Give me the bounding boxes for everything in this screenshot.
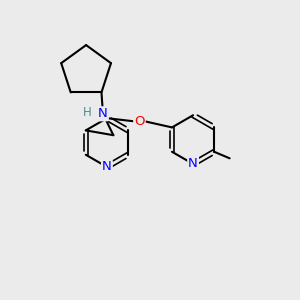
Text: N: N [102,160,112,173]
Text: O: O [134,115,145,128]
Text: H: H [83,106,92,119]
Text: N: N [188,158,198,170]
Text: N: N [98,107,108,120]
